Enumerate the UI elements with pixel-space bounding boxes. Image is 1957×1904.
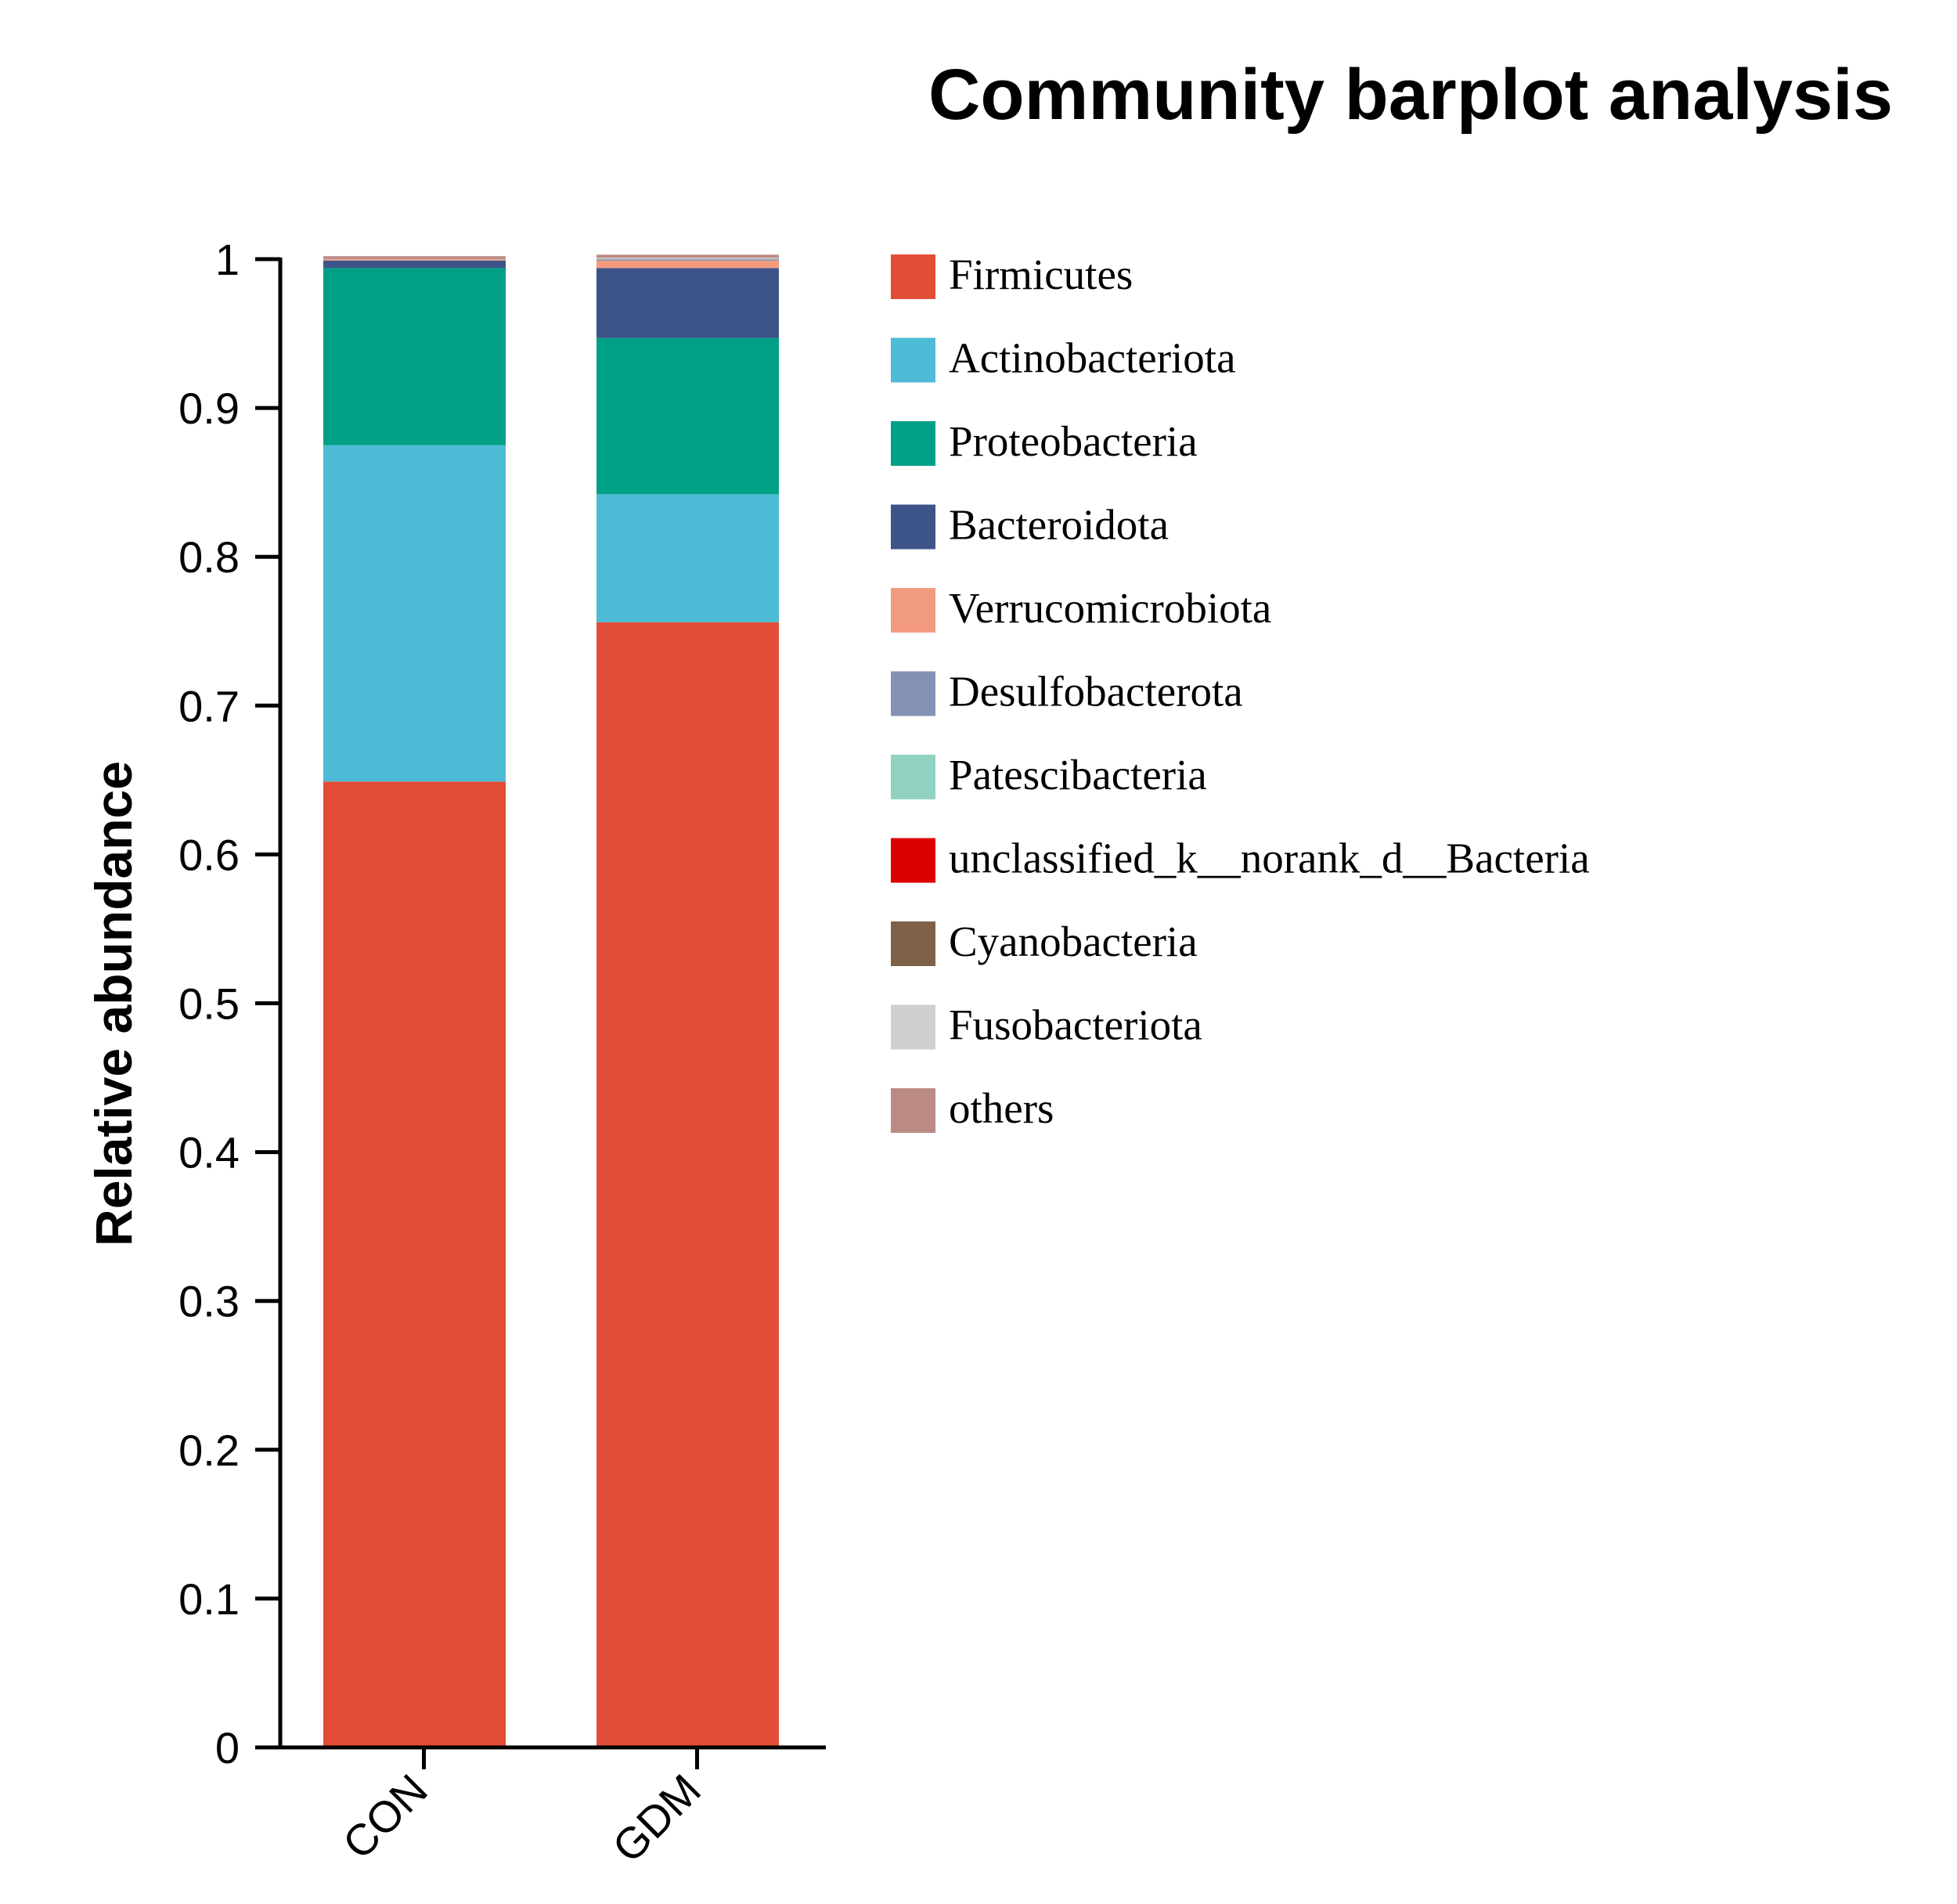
legend-swatch bbox=[891, 671, 935, 716]
bar-segment bbox=[596, 622, 779, 1747]
bar-segment bbox=[323, 445, 506, 782]
bar-segment bbox=[596, 337, 779, 495]
y-tick-label: 0.5 bbox=[178, 979, 240, 1029]
legend-label: Bacteroidota bbox=[949, 501, 1169, 549]
x-tick-label: GDM bbox=[603, 1765, 710, 1872]
legend-item: Desulfobacterota bbox=[891, 668, 1243, 716]
legend-swatch bbox=[891, 337, 935, 383]
bar-stack-con bbox=[323, 256, 506, 1747]
legend-item: Firmicutes bbox=[891, 251, 1133, 299]
legend-swatch bbox=[891, 504, 935, 550]
y-tick-label: 0.1 bbox=[178, 1574, 240, 1624]
y-tick-label: 0.3 bbox=[178, 1277, 240, 1326]
legend-item: Patescibacteria bbox=[891, 751, 1207, 799]
y-tick-label: 1 bbox=[215, 235, 240, 284]
bar-segment bbox=[596, 258, 779, 259]
legend-swatch bbox=[891, 921, 935, 966]
legend-label: Firmicutes bbox=[949, 251, 1133, 298]
legend-swatch bbox=[891, 838, 935, 883]
legend-label: Actinobacteriota bbox=[949, 334, 1236, 382]
legend-label: Fusobacteriota bbox=[949, 1001, 1202, 1049]
legend-label: others bbox=[949, 1084, 1054, 1132]
bar-segment bbox=[596, 254, 779, 258]
chart-title: Community barplot analysis bbox=[928, 55, 1893, 135]
y-axis-label: Relative abundance bbox=[85, 761, 142, 1246]
legend-label: unclassified_k__norank_d__Bacteria bbox=[949, 835, 1590, 882]
legend-item: Proteobacteria bbox=[891, 417, 1198, 466]
legend-label: Desulfobacterota bbox=[949, 668, 1243, 716]
legend-item: Cyanobacteria bbox=[891, 918, 1198, 966]
bar-segment bbox=[596, 260, 779, 269]
bar-segment bbox=[596, 494, 779, 622]
legend-swatch bbox=[891, 1004, 935, 1050]
legend-item: Bacteroidota bbox=[891, 501, 1169, 550]
x-axis: CON GDM bbox=[255, 1745, 826, 1872]
legend-swatch bbox=[891, 1088, 935, 1133]
legend-label: Cyanobacteria bbox=[949, 918, 1198, 965]
y-tick-label: 0.8 bbox=[178, 532, 240, 582]
y-tick-label: 0.4 bbox=[178, 1128, 240, 1177]
x-tick-label: CON bbox=[333, 1765, 437, 1869]
legend-item: others bbox=[891, 1084, 1054, 1133]
legend-item: unclassified_k__norank_d__Bacteria bbox=[891, 835, 1590, 883]
bar-segment bbox=[323, 268, 506, 445]
legend-swatch bbox=[891, 254, 935, 299]
bar-stack-gdm bbox=[596, 254, 779, 1747]
legend-item: Actinobacteriota bbox=[891, 334, 1236, 383]
legend: Firmicutes Actinobacteriota Proteobacteria… bbox=[891, 251, 1590, 1133]
bars-group bbox=[323, 254, 779, 1747]
y-tick-label: 0.7 bbox=[178, 681, 240, 730]
bar-segment bbox=[323, 259, 506, 261]
bar-segment bbox=[596, 259, 779, 261]
bar-segment bbox=[596, 268, 779, 338]
y-tick-label: 0 bbox=[215, 1723, 240, 1772]
legend-swatch bbox=[891, 755, 935, 799]
bar-segment bbox=[323, 781, 506, 1747]
y-tick-label: 0.6 bbox=[178, 830, 240, 879]
legend-item: Fusobacteriota bbox=[891, 1001, 1202, 1050]
y-tick-label: 0.2 bbox=[178, 1426, 240, 1475]
legend-swatch bbox=[891, 421, 935, 466]
legend-item: Verrucomicrobiota bbox=[891, 584, 1271, 633]
y-axis: 0 0.1 0.2 0.3 0.4 0.5 0.6 0.7 0.8 0.9 1 bbox=[178, 235, 283, 1772]
legend-label: Patescibacteria bbox=[949, 751, 1207, 799]
legend-swatch bbox=[891, 588, 935, 633]
legend-label: Proteobacteria bbox=[949, 417, 1198, 465]
bar-segment bbox=[323, 260, 506, 269]
legend-label: Verrucomicrobiota bbox=[949, 584, 1271, 632]
y-tick-label: 0.9 bbox=[178, 384, 240, 433]
bar-segment bbox=[323, 256, 506, 259]
